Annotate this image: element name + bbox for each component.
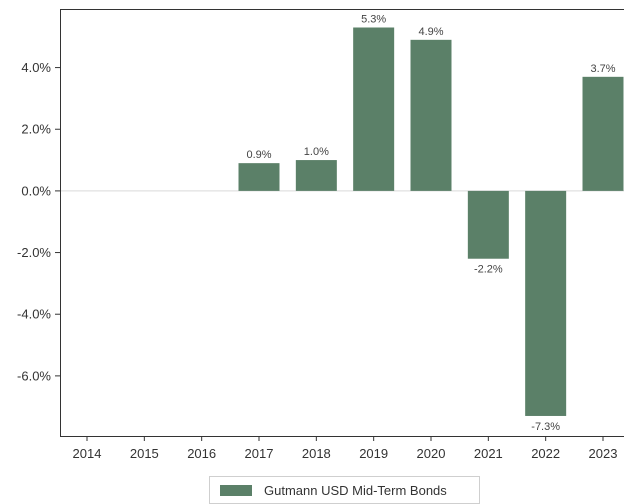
y-tick-label: -6.0% [17,368,51,383]
x-tick-label: 2018 [302,446,331,461]
axes-layer [60,9,624,437]
legend-swatch [220,484,252,496]
y-tick-label: -4.0% [17,307,51,322]
data-label-2019: 5.3% [361,13,386,25]
x-tick-label: 2023 [589,446,618,461]
legend: Gutmann USD Mid-Term Bonds [209,476,480,504]
x-tick-label: 2016 [187,446,216,461]
x-tick-label: 2015 [130,446,159,461]
x-tick-label: 2022 [531,446,560,461]
bar-2023 [582,76,624,191]
y-tick-label: -2.0% [17,245,51,260]
y-tick-label: 4.0% [21,60,51,75]
x-tick-label: 2021 [474,446,503,461]
bars-layer [238,27,624,416]
data-label-2022: -7.3% [531,421,560,433]
data-label-2017: 0.9% [246,149,271,161]
bar-2018 [295,160,337,191]
y-ticks-layer: 4.0% 2.0% 0.0% -2.0% -4.0% -6.0% [17,60,60,383]
bar-2017 [238,163,280,191]
data-label-2020: 4.9% [418,26,443,38]
data-labels-layer: 0.9% 1.0% 5.3% 4.9% -2.2% -7.3% 3.7% [246,13,615,432]
bar-2021 [467,190,509,259]
bar-2020 [410,39,452,191]
data-label-2023: 3.7% [590,63,615,75]
data-label-2021: -2.2% [474,264,503,276]
data-label-2018: 1.0% [304,146,329,158]
x-tick-label: 2014 [73,446,102,461]
y-tick-label: 0.0% [21,183,51,198]
x-tick-label: 2020 [417,446,446,461]
bar-2022 [525,190,567,416]
bar-chart: 0.9% 1.0% 5.3% 4.9% -2.2% -7.3% 3.7% 4.0% 2.0% 0… [17,9,624,461]
y-tick-label: 2.0% [21,122,51,137]
bar-2019 [353,27,395,191]
x-tick-label: 2017 [245,446,274,461]
x-ticks-layer: 2014 2015 2016 2017 2018 2019 2020 2021 2022 2023 [73,436,618,461]
x-tick-label: 2019 [359,446,388,461]
legend-label: Gutmann USD Mid-Term Bonds [264,482,447,498]
